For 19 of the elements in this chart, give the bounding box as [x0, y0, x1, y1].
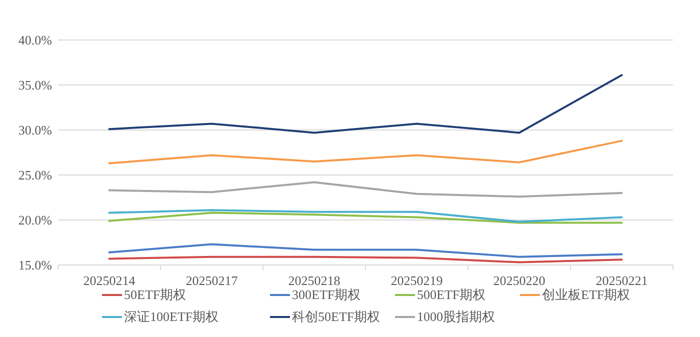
ytick: 35.0% — [18, 78, 52, 92]
legend-text: 500ETF期权 — [417, 287, 486, 302]
ytick: 30.0% — [18, 122, 52, 138]
ytick: 15.0% — [18, 258, 52, 272]
ytick: 25.0% — [18, 168, 52, 182]
ytick: 40.0% — [18, 32, 52, 48]
legend-text: 科创50ETF期权 — [292, 309, 380, 324]
legend-text: 创业板ETF期权 — [542, 287, 630, 302]
xtick: 20250219 — [390, 273, 443, 288]
legend-text: 1000股指期权 — [417, 309, 495, 324]
legend-text: 深证100ETF期权 — [124, 309, 219, 324]
xtick: 20250221 — [596, 273, 648, 288]
xtick: 20250214 — [83, 273, 136, 288]
legend-text: 50ETF期权 — [124, 287, 186, 302]
xtick: 20250217 — [186, 273, 238, 288]
xtick: 20250218 — [288, 273, 340, 288]
ytick: 20.0% — [18, 212, 52, 228]
xtick: 20250220 — [493, 273, 546, 288]
legend-text: 300ETF期权 — [292, 287, 361, 302]
